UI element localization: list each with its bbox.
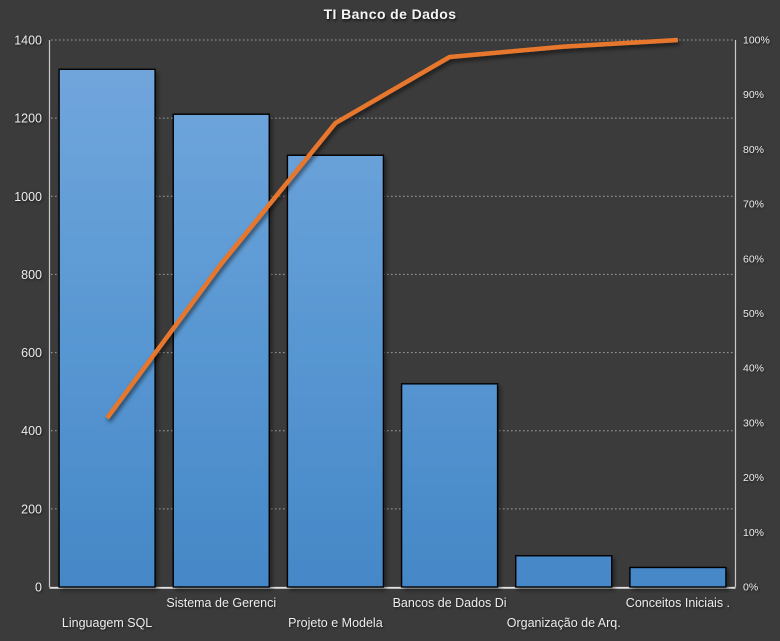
- left-axis-tick: 600: [21, 346, 42, 360]
- bar-6[interactable]: [629, 566, 727, 588]
- right-axis-tick: 20%: [743, 472, 764, 484]
- left-axis-tick: 1400: [14, 34, 42, 48]
- right-axis-tick: 100%: [743, 35, 770, 47]
- right-axis-tick: 70%: [743, 199, 764, 211]
- bar-5[interactable]: [515, 555, 613, 588]
- category-label-1: Linguagem SQL: [62, 616, 152, 630]
- category-label-6: Conceitos Iniciais .: [626, 596, 730, 610]
- chart-title[interactable]: TI Banco de Dados: [323, 6, 457, 22]
- category-label-4: Bancos de Dados Di: [393, 596, 507, 610]
- category-label-3: Projeto e Modela: [288, 616, 383, 630]
- left-axis-tick: 400: [21, 424, 42, 438]
- bar-4[interactable]: [400, 383, 499, 588]
- right-axis-tick: 50%: [743, 308, 764, 320]
- left-axis-tick: 1000: [14, 190, 42, 204]
- right-axis-tick: 90%: [743, 89, 764, 101]
- cumulative-line[interactable]: [105, 37, 679, 420]
- bar-3[interactable]: [286, 154, 385, 588]
- right-axis-tick: 10%: [743, 527, 764, 539]
- right-axis-tick: 0%: [743, 582, 758, 594]
- category-label-5: Organização de Arq.: [507, 616, 621, 630]
- bar-2[interactable]: [172, 113, 270, 588]
- left-axis-tick: 800: [21, 268, 42, 282]
- right-axis-tick: 40%: [743, 363, 764, 375]
- left-axis-tick: 200: [21, 502, 42, 516]
- left-axis-tick: 0: [35, 581, 42, 595]
- left-axis-tick: 1200: [14, 112, 42, 126]
- right-axis-tick: 80%: [743, 144, 764, 156]
- bar-1[interactable]: [58, 68, 156, 588]
- right-axis-tick: 60%: [743, 253, 764, 265]
- right-axis-tick: 30%: [743, 417, 764, 429]
- category-label-2: Sistema de Gerenci: [166, 596, 276, 610]
